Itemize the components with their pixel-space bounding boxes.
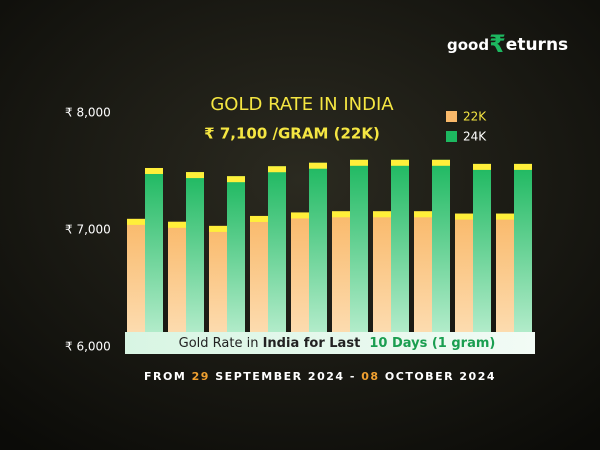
- chart-title: GOLD RATE IN INDIA: [210, 94, 394, 115]
- bar: [496, 213, 514, 347]
- bar: [514, 163, 532, 347]
- brand-part: good: [447, 36, 489, 54]
- bar-cap: [291, 212, 309, 219]
- bar-cap: [309, 162, 327, 169]
- plot: ₹ 6,000 ₹ 7,000 ₹ 8,000 22K 24K: [65, 106, 532, 354]
- legend-label: 22K: [463, 110, 487, 124]
- bar: [291, 212, 309, 347]
- y-tick-label: ₹ 8,000: [65, 106, 111, 120]
- footer: FROM 29 SEPTEMBER 2024 - 08 OCTOBER 2024: [144, 370, 496, 383]
- footer-part: 29: [192, 370, 210, 383]
- bar: [186, 172, 204, 347]
- bar: [373, 211, 391, 347]
- bar: [227, 176, 245, 347]
- footer-part: FROM: [144, 370, 192, 383]
- bar-cap: [473, 163, 491, 170]
- bar-cap: [514, 163, 532, 170]
- bar-cap: [455, 213, 473, 220]
- bar-cap: [350, 159, 368, 166]
- bar-cap: [209, 225, 227, 232]
- bar: [432, 159, 450, 347]
- bar-cap: [373, 211, 391, 218]
- brand-part: ₹: [489, 30, 506, 58]
- bar: [332, 211, 350, 347]
- bar: [209, 225, 227, 347]
- bar: [127, 218, 145, 347]
- chart-subtitle: ₹ 7,100 /GRAM (22K): [204, 125, 380, 143]
- bar-cap: [432, 159, 450, 166]
- y-tick-label: ₹ 7,000: [65, 223, 111, 237]
- banner-part: 10 Days (1 gram): [360, 336, 495, 351]
- bar-cap: [332, 211, 350, 218]
- bar-cap: [250, 215, 268, 222]
- footer-part: OCTOBER 2024: [380, 370, 496, 383]
- bar: [309, 162, 327, 347]
- bar: [268, 166, 286, 347]
- bar-cap: [414, 211, 432, 218]
- bar: [250, 215, 268, 347]
- legend-swatch: [446, 111, 457, 122]
- brand-part: eturns: [506, 35, 568, 55]
- footer-part: 08: [361, 370, 379, 383]
- bar: [473, 163, 491, 347]
- bar: [350, 159, 368, 347]
- legend-label: 24K: [463, 130, 487, 144]
- bar: [168, 221, 186, 347]
- bar-cap: [391, 159, 409, 166]
- brand-logo: good₹eturns: [447, 30, 568, 58]
- bar-cap: [186, 172, 204, 179]
- bar: [391, 159, 409, 347]
- y-tick-label: ₹ 6,000: [65, 340, 111, 354]
- banner-part: India for Last: [263, 336, 361, 351]
- footer-part: SEPTEMBER 2024 -: [210, 370, 361, 383]
- bar-cap: [268, 166, 286, 173]
- bar-cap: [227, 176, 245, 183]
- bar: [414, 211, 432, 347]
- bar: [145, 167, 163, 347]
- banner-part: Gold Rate in: [179, 336, 263, 351]
- bar-cap: [168, 221, 186, 228]
- banner: Gold Rate in India for Last 10 Days (1 g…: [179, 336, 496, 351]
- bar-cap: [127, 218, 145, 225]
- bar: [455, 213, 473, 347]
- legend-swatch: [446, 131, 457, 142]
- banner-box: [125, 332, 535, 354]
- bar-cap: [145, 167, 163, 174]
- bar-cap: [496, 213, 514, 220]
